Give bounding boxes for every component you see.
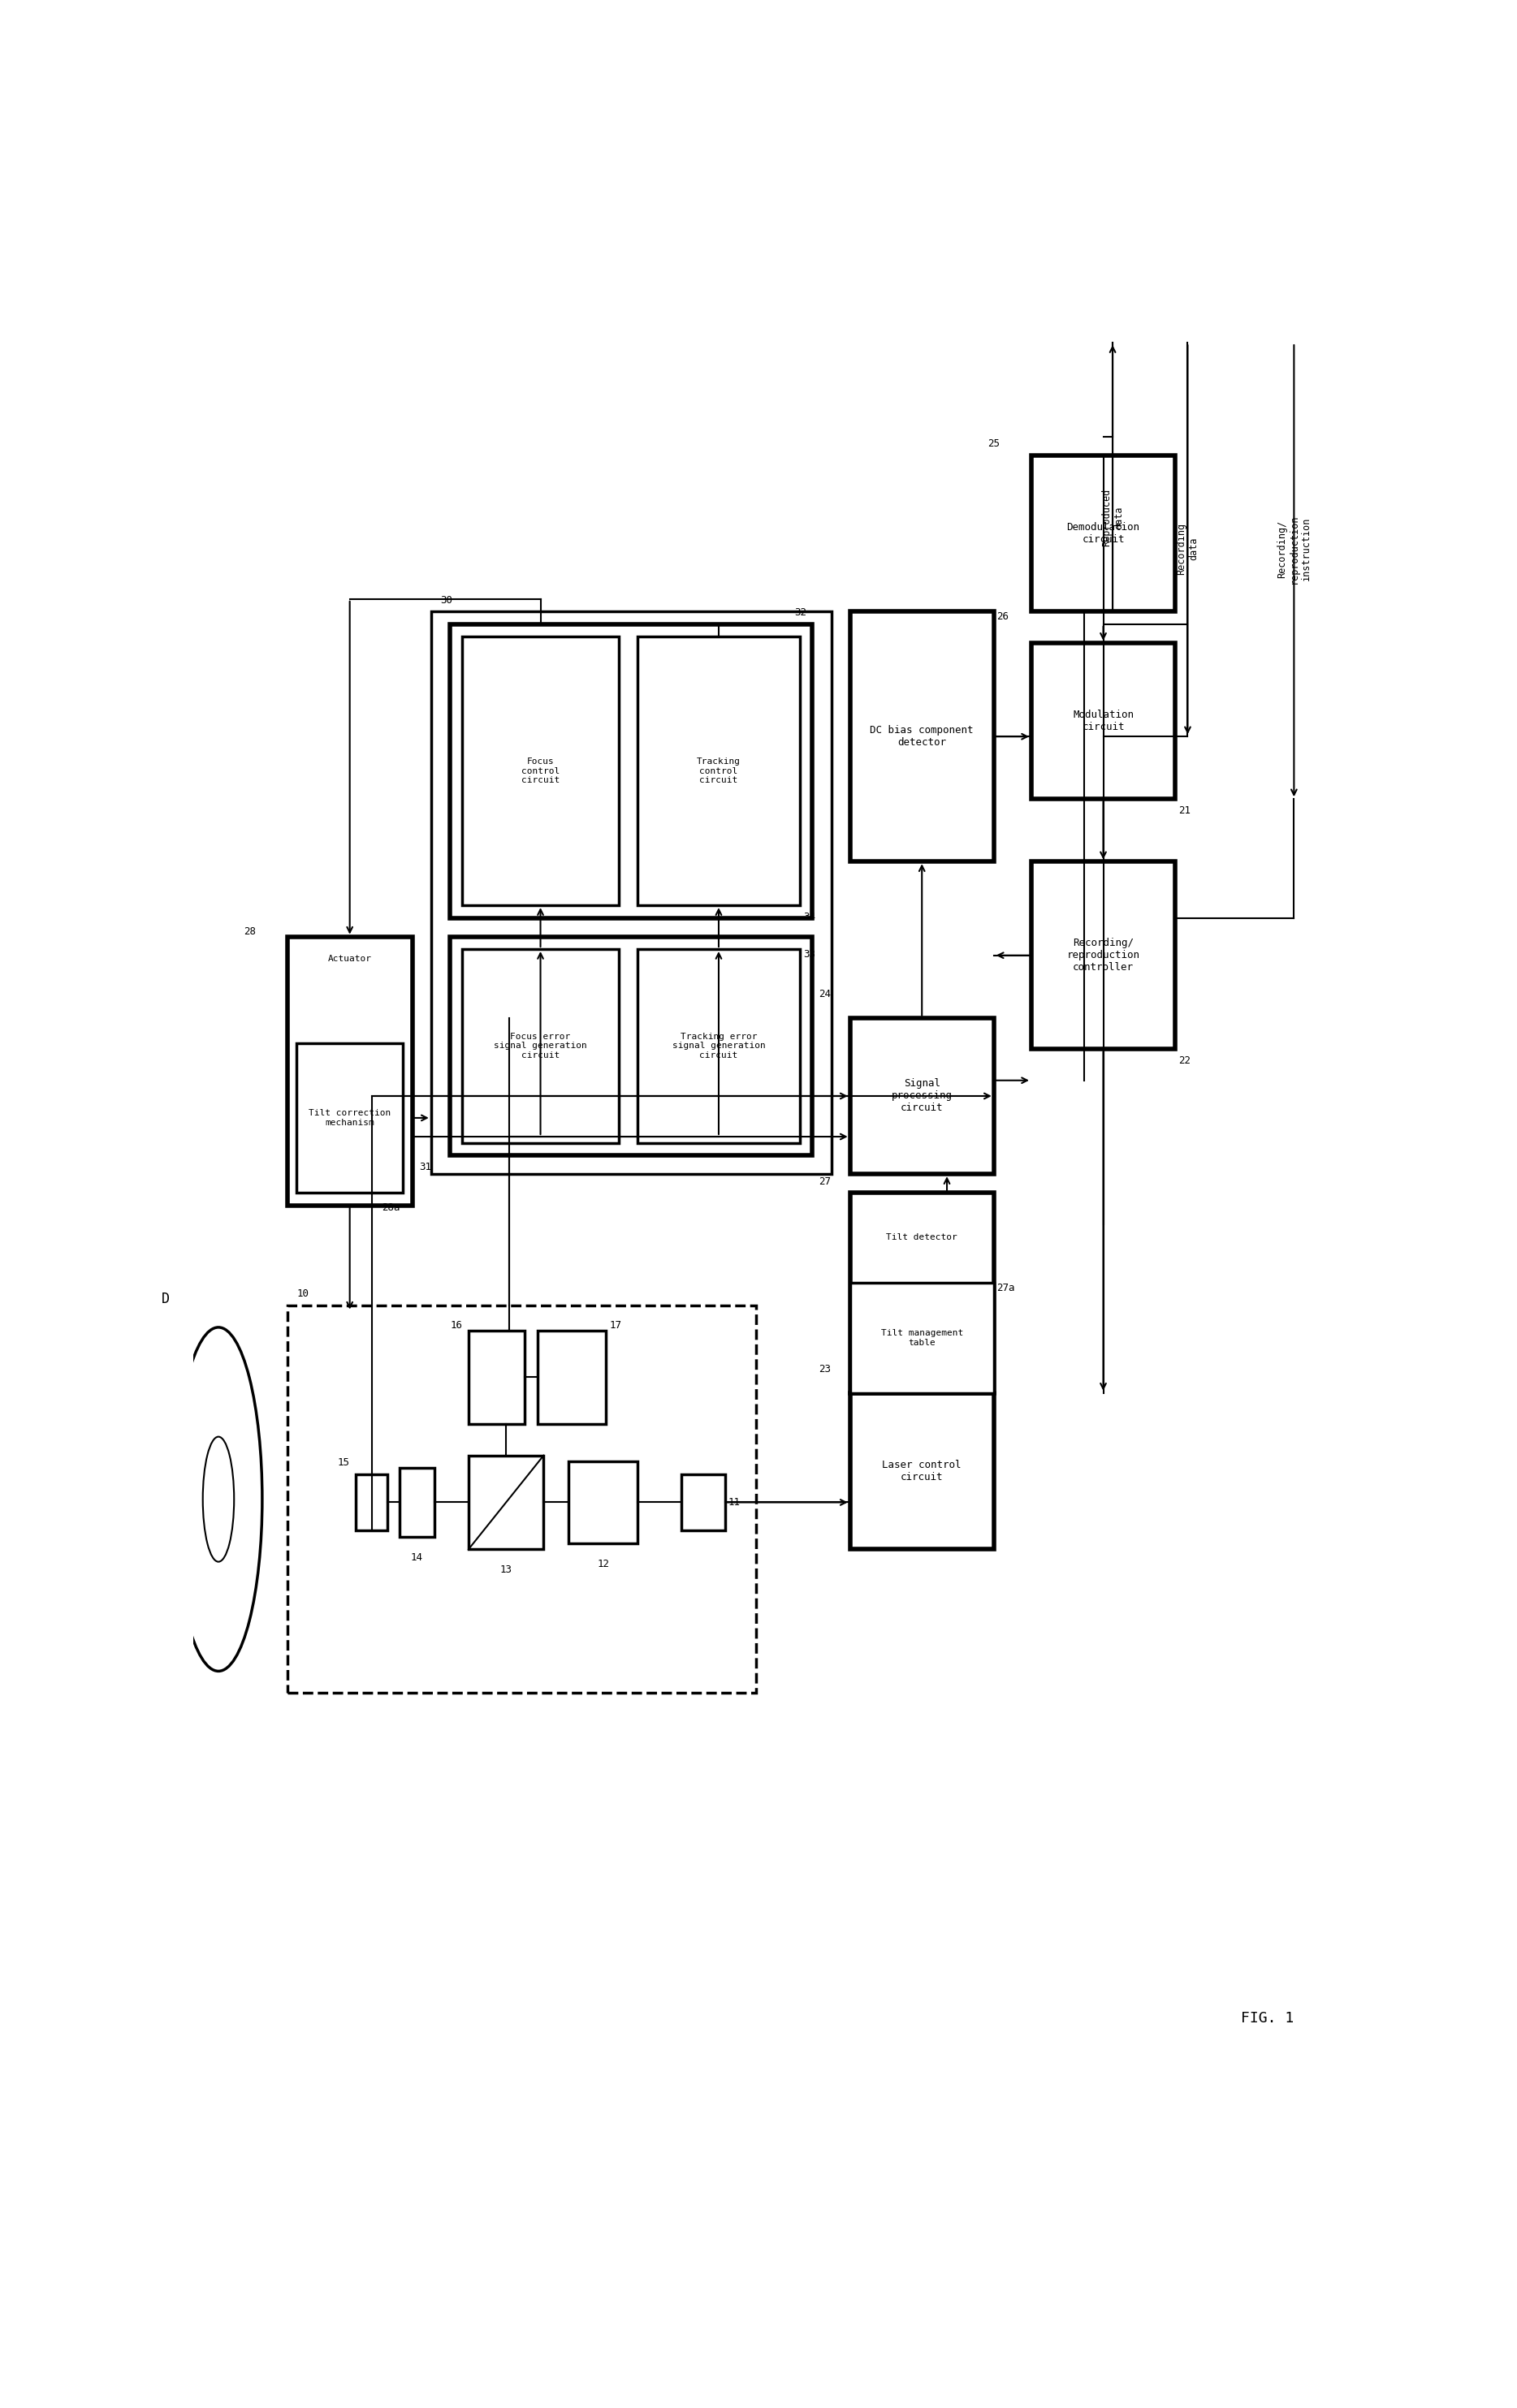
- Text: 22: 22: [1179, 1055, 1191, 1067]
- Text: D: D: [161, 1291, 170, 1308]
- Text: 26: 26: [997, 612, 1009, 621]
- Text: 27: 27: [819, 1175, 831, 1187]
- Bar: [451, 937, 813, 1156]
- Text: 16: 16: [451, 1320, 463, 1332]
- Text: 11: 11: [728, 1498, 740, 1507]
- Bar: [431, 612, 831, 1175]
- Text: 32: 32: [793, 607, 806, 619]
- Text: Tilt detector: Tilt detector: [886, 1233, 957, 1240]
- Bar: [1032, 455, 1176, 612]
- Text: Tracking error
signal generation
circuit: Tracking error signal generation circuit: [672, 1033, 765, 1060]
- Text: Focus
control
circuit: Focus control circuit: [522, 759, 560, 785]
- Bar: [463, 949, 619, 1144]
- Text: 14: 14: [411, 1553, 423, 1563]
- Bar: [469, 1454, 543, 1548]
- Text: 13: 13: [501, 1565, 513, 1575]
- Text: 21: 21: [1179, 804, 1191, 816]
- Bar: [569, 1462, 637, 1544]
- Bar: [850, 1019, 994, 1175]
- Bar: [463, 636, 619, 905]
- Bar: [1032, 862, 1176, 1050]
- Bar: [287, 937, 413, 1206]
- Bar: [451, 624, 813, 917]
- Text: 24: 24: [819, 990, 831, 999]
- Text: Actuator: Actuator: [328, 954, 372, 963]
- Text: Laser control
circuit: Laser control circuit: [883, 1459, 962, 1483]
- Text: 31: 31: [419, 1161, 431, 1173]
- Text: 12: 12: [596, 1558, 610, 1570]
- Ellipse shape: [203, 1438, 234, 1563]
- Text: Reproduced
data: Reproduced data: [1101, 489, 1124, 547]
- Bar: [637, 949, 799, 1144]
- Text: Recording/
reproduction
instruction: Recording/ reproduction instruction: [1276, 515, 1311, 583]
- Text: Signal
processing
circuit: Signal processing circuit: [892, 1079, 953, 1112]
- Text: Focus error
signal generation
circuit: Focus error signal generation circuit: [495, 1033, 587, 1060]
- Bar: [850, 1192, 994, 1392]
- Text: Tracking
control
circuit: Tracking control circuit: [696, 759, 740, 785]
- Bar: [297, 1043, 404, 1192]
- Text: Recording/
reproduction
controller: Recording/ reproduction controller: [1066, 937, 1139, 973]
- Text: 28a: 28a: [381, 1202, 400, 1214]
- Bar: [400, 1469, 434, 1536]
- Ellipse shape: [174, 1327, 262, 1671]
- Text: Modulation
circuit: Modulation circuit: [1073, 710, 1133, 732]
- Bar: [850, 1283, 994, 1392]
- Bar: [681, 1474, 725, 1531]
- Text: 28: 28: [244, 927, 256, 937]
- Text: 30: 30: [440, 595, 452, 604]
- Text: 25: 25: [988, 438, 1000, 448]
- Text: Tilt management
table: Tilt management table: [881, 1329, 963, 1346]
- Bar: [637, 636, 799, 905]
- Text: 10: 10: [297, 1288, 309, 1300]
- Bar: [1032, 643, 1176, 799]
- Text: Recording
data: Recording data: [1176, 523, 1198, 576]
- Text: DC bias component
detector: DC bias component detector: [871, 725, 974, 749]
- Bar: [356, 1474, 387, 1531]
- Bar: [850, 612, 994, 862]
- Text: FIG. 1: FIG. 1: [1241, 2011, 1294, 2025]
- Bar: [850, 1392, 994, 1548]
- Bar: [287, 1305, 755, 1693]
- Text: 15: 15: [338, 1457, 350, 1469]
- Text: 27a: 27a: [997, 1283, 1015, 1293]
- Text: 17: 17: [610, 1320, 622, 1332]
- Text: Tilt correction
mechanism: Tilt correction mechanism: [308, 1110, 391, 1127]
- Bar: [537, 1332, 607, 1423]
- Text: 23: 23: [819, 1363, 831, 1375]
- Text: Demodulation
circuit: Demodulation circuit: [1066, 523, 1139, 544]
- Text: 33: 33: [802, 949, 815, 961]
- Text: 34: 34: [802, 913, 815, 922]
- Bar: [469, 1332, 525, 1423]
